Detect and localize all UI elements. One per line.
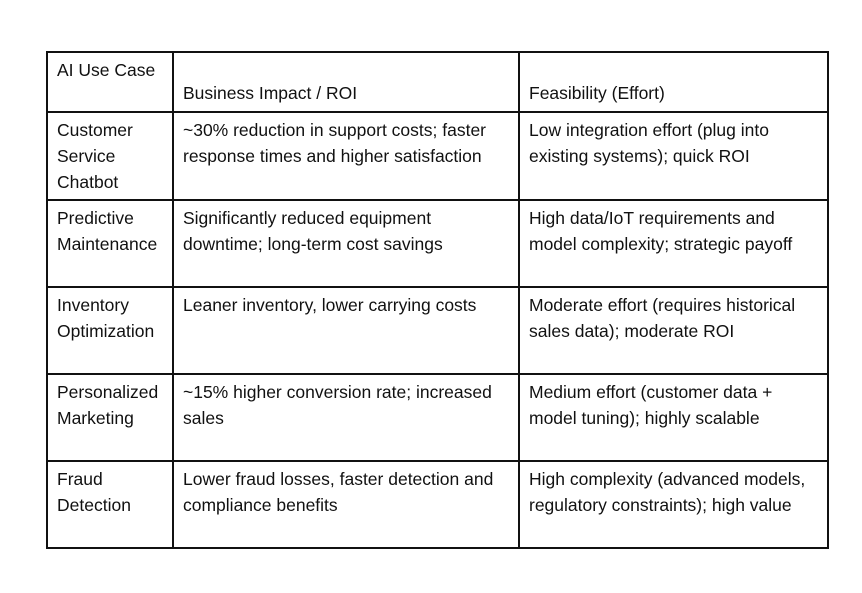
table-row: Customer Service Chatbot ~30% reduction … (46, 111, 829, 201)
impact-cell: Significantly reduced equipment downtime… (172, 199, 520, 288)
impact-cell: Leaner inventory, lower carrying costs (172, 286, 520, 375)
feasibility-cell: High complexity (advanced models, regula… (518, 460, 829, 549)
use-case-cell: Fraud Detection (46, 460, 174, 549)
ai-use-case-table: AI Use Case Business Impact / ROI Feasib… (46, 51, 829, 549)
feasibility-cell: Moderate effort (requires historical sal… (518, 286, 829, 375)
impact-cell: ~15% higher conversion rate; increased s… (172, 373, 520, 462)
use-case-cell: Predictive Maintenance (46, 199, 174, 288)
use-case-cell: Inventory Optimization (46, 286, 174, 375)
table-row: Fraud Detection Lower fraud losses, fast… (46, 460, 829, 549)
table-row: Predictive Maintenance Significantly red… (46, 199, 829, 288)
feasibility-cell: High data/IoT requirements and model com… (518, 199, 829, 288)
table-row: Inventory Optimization Leaner inventory,… (46, 286, 829, 375)
impact-cell: ~30% reduction in support costs; faster … (172, 111, 520, 201)
use-case-cell: Customer Service Chatbot (46, 111, 174, 201)
use-case-cell: Personalized Marketing (46, 373, 174, 462)
header-use-case: AI Use Case (46, 51, 174, 113)
table-row: Personalized Marketing ~15% higher conve… (46, 373, 829, 462)
header-row: AI Use Case Business Impact / ROI Feasib… (46, 51, 829, 113)
feasibility-cell: Medium effort (customer data + model tun… (518, 373, 829, 462)
feasibility-cell: Low integration effort (plug into existi… (518, 111, 829, 201)
header-feasibility: Feasibility (Effort) (518, 51, 829, 113)
impact-cell: Lower fraud losses, faster detection and… (172, 460, 520, 549)
header-business-impact: Business Impact / ROI (172, 51, 520, 113)
